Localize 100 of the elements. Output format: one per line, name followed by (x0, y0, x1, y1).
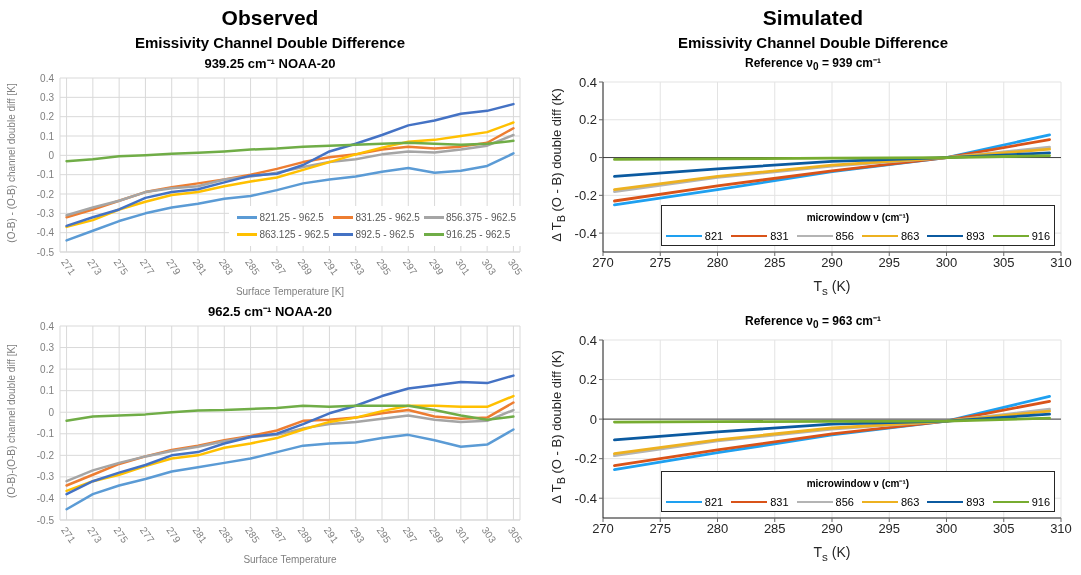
x-tick-label: 303 (479, 524, 499, 546)
legend-title: microwindow ν (cm⁻¹) (805, 211, 911, 225)
x-tick-label: 280 (706, 255, 729, 271)
x-tick-label: 275 (649, 521, 672, 537)
legend-label: 893 (966, 496, 985, 508)
y-tick-label: -0.3 (36, 207, 55, 219)
legend-label: 863 (900, 230, 920, 242)
legend-label: 916.25 - 962.5 (445, 229, 511, 240)
text: Reference ν$_{0}$ = 939 cm⁻¹ (744, 55, 882, 73)
x-tick-label: 280 (706, 521, 729, 537)
x-tick-label: 300 (935, 255, 958, 271)
x-tick-label: 295 (374, 524, 394, 546)
x-tick-label: 303 (479, 256, 499, 278)
chart-title: Simulated (761, 6, 865, 30)
x-tick-label: 299 (427, 256, 446, 278)
line-series (65, 404, 515, 423)
legend-label: 821 (704, 496, 724, 508)
y-tick-label: 0.4 (40, 72, 55, 84)
x-tick-label: 271 (59, 256, 78, 278)
y-tick-label: -0.4 (574, 225, 597, 241)
legend-label: 821.25 - 962.5 (259, 212, 324, 223)
legend-label: 856.375 - 962.5 (445, 212, 516, 223)
line-series (65, 139, 515, 163)
legend-label: 863 (900, 496, 920, 508)
legend-label: 831.25 - 962.5 (355, 212, 420, 223)
y-tick-label: 0.4 (40, 320, 55, 332)
y-tick-label: 0.3 (40, 342, 55, 354)
y-tick-label: 0 (589, 411, 597, 427)
x-tick-label: 301 (453, 256, 473, 278)
legend-label: 893 (966, 230, 985, 242)
x-tick-label: 285 (763, 255, 786, 271)
x-tick-label: 275 (649, 255, 672, 271)
line-series (65, 152, 515, 242)
y-tick-label: -0.2 (574, 187, 597, 203)
legend-label: 916 (1031, 230, 1050, 242)
y-tick-label: -0.4 (574, 490, 597, 506)
legend-label: 892.5 - 962.5 (355, 229, 415, 240)
y-tick-label: 0.4 (578, 74, 597, 90)
x-tick-label: 289 (295, 256, 315, 278)
legend-label: 856 (835, 496, 854, 508)
y-tick-label: -0.3 (36, 471, 55, 483)
y-tick-label: 0 (48, 406, 55, 418)
x-tick-label: 293 (348, 256, 368, 278)
x-tick-label: 291 (321, 524, 341, 546)
x-axis-title: Surface Temperature (242, 554, 338, 565)
x-tick-label: 300 (935, 521, 958, 537)
x-axis-title: Surface Temperature [K] (234, 286, 346, 297)
y-tick-label: -0.4 (36, 492, 55, 504)
y-tick-label: 0.2 (578, 112, 597, 128)
legend-label: 821 (704, 230, 724, 242)
x-tick-label: 283 (216, 524, 236, 546)
chart-subtitle: Emissivity Channel Double Difference (676, 34, 950, 51)
x-tick-label: 285 (243, 256, 262, 278)
y-tick-label: 0.3 (40, 91, 55, 103)
legend-label: 916 (1031, 496, 1050, 508)
x-tick-label: 301 (453, 524, 473, 546)
chart-title: Observed (220, 6, 320, 30)
y-axis-title: (O-B)-(O-B) channel double diff [K] (5, 344, 17, 498)
y-tick-label: 0.1 (40, 130, 55, 142)
legend-label: 831 (770, 230, 789, 242)
x-tick-label: 287 (269, 256, 289, 278)
x-tick-label: 279 (164, 524, 184, 546)
y-tick-label: -0.5 (36, 246, 55, 258)
y-axis-title: (O-B) - (O-B) channel double diff [K] (5, 83, 17, 243)
x-tick-label: 289 (295, 524, 315, 546)
x-tick-label: 293 (348, 524, 368, 546)
x-tick-label: 295 (878, 255, 901, 271)
x-tick-label: 299 (427, 524, 446, 546)
text: 939.25 cm⁻¹ NOAA-20 (203, 55, 337, 72)
y-tick-label: 0.2 (40, 363, 55, 375)
x-tick-label: 297 (400, 524, 420, 546)
x-tick-label: 305 (992, 521, 1015, 537)
x-tick-label: 281 (190, 256, 210, 278)
y-tick-label: -0.5 (36, 514, 55, 526)
y-tick-label: 0.1 (40, 385, 55, 397)
y-tick-label: 0 (48, 149, 55, 161)
line-series (65, 102, 515, 228)
legend-label: 863.125 - 962.5 (259, 229, 330, 240)
x-tick-label: 305 (992, 255, 1015, 271)
x-tick-label: 283 (216, 256, 236, 278)
x-tick-label: 295 (878, 521, 901, 537)
x-tick-label: 290 (821, 255, 843, 271)
y-tick-label: -0.1 (36, 428, 55, 440)
x-tick-label: 290 (821, 521, 843, 537)
x-tick-label: 297 (400, 256, 420, 278)
x-tick-label: 271 (59, 524, 78, 546)
y-tick-label: 0 (589, 150, 597, 166)
legend-title: microwindow ν (cm⁻¹) (805, 477, 911, 491)
x-tick-label: 295 (374, 256, 394, 278)
y-tick-label: -0.2 (36, 188, 55, 200)
x-tick-label: 273 (85, 524, 105, 546)
x-tick-label: 277 (137, 524, 157, 546)
y-tick-label: 0.2 (578, 372, 597, 388)
x-axis-title: T$_{s}$ (K) (812, 278, 852, 297)
x-tick-label: 270 (592, 255, 614, 271)
y-tick-label: 0.2 (40, 111, 55, 123)
x-tick-label: 291 (321, 256, 341, 278)
x-tick-label: 279 (164, 256, 184, 278)
line-series (65, 428, 515, 511)
y-tick-label: -0.1 (36, 169, 55, 181)
